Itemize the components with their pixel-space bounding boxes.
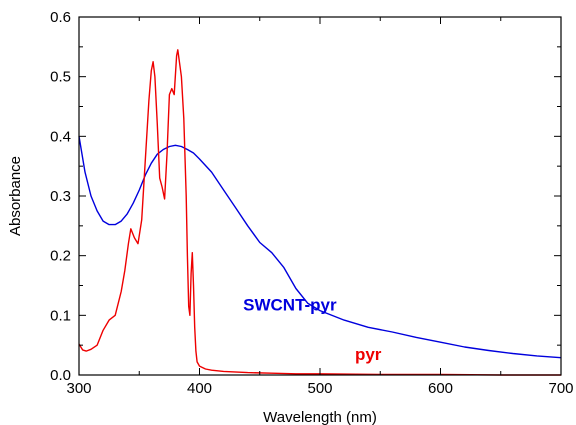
y-tick-label: 0.0 [50, 367, 71, 384]
y-axis-title: Absorbance [7, 156, 24, 236]
x-axis-title: Wavelength (nm) [263, 409, 377, 425]
y-tick-label: 0.2 [50, 248, 71, 265]
series-line-swcnt-pyr [78, 136, 562, 359]
series-label-pyr: pyr [355, 345, 382, 364]
x-tick-label: 300 [66, 380, 91, 397]
series-group [78, 49, 562, 376]
y-tick-label: 0.3 [50, 188, 71, 205]
x-tick-label: 400 [187, 380, 212, 397]
annotations-group: SWCNT-pyr pyr [243, 296, 382, 365]
x-tick-label: 600 [428, 380, 453, 397]
ticks-group [78, 16, 562, 376]
x-tick-label: 500 [307, 380, 332, 397]
tick-labels-group: 300 400 500 600 700 0.0 0.1 0.2 0.3 0.4 0.5 0.6 [50, 9, 573, 397]
y-tick-label: 0.6 [50, 9, 71, 26]
y-tick-label: 0.1 [50, 307, 71, 324]
y-tick-label: 0.4 [50, 128, 71, 145]
x-tick-label: 700 [548, 380, 573, 397]
y-tick-label: 0.5 [50, 69, 71, 86]
series-line-pyr [78, 49, 561, 376]
series-label-swcnt-pyr: SWCNT-pyr [243, 296, 337, 315]
